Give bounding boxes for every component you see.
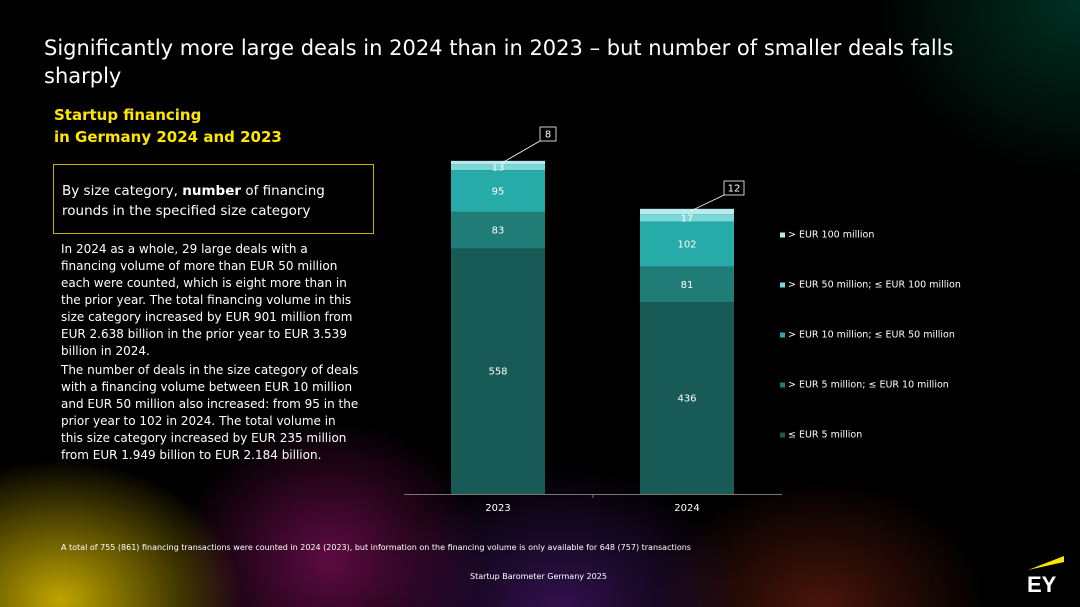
bar-segment-2023-series-5 bbox=[451, 160, 545, 165]
data-label-2023-series-4: 13 bbox=[492, 163, 505, 174]
callout-leader-2023 bbox=[501, 140, 541, 164]
bar-segment-2024-series-1 bbox=[640, 302, 734, 494]
description-text-2: of financing rounds in the specified siz… bbox=[62, 183, 325, 219]
page-title: Significantly more large deals in 2024 t… bbox=[44, 36, 954, 88]
bar-segment-2024-series-5 bbox=[640, 208, 734, 215]
description-box: By size category, number of financing ro… bbox=[53, 164, 374, 234]
callout-label-2023: 8 bbox=[545, 130, 551, 141]
x-tick-label-2024: 2024 bbox=[674, 503, 699, 514]
legend-swatch-series-5 bbox=[780, 232, 785, 238]
legend-swatch-series-1 bbox=[780, 432, 785, 438]
data-label-2024-series-2: 81 bbox=[681, 280, 694, 291]
legend-label-series-4: > EUR 50 million; ≤ EUR 100 million bbox=[788, 280, 961, 291]
paragraph-large-deals: In 2024 as a whole, 29 large deals with … bbox=[61, 242, 353, 358]
callout-box-2023 bbox=[539, 126, 557, 142]
ey-logo-text: EY bbox=[1027, 572, 1057, 596]
callout-box-2024 bbox=[723, 180, 745, 196]
chart-subtitle: Startup financing in Germany 2024 and 20… bbox=[54, 104, 282, 148]
legend-label-series-3: > EUR 10 million; ≤ EUR 50 million bbox=[788, 330, 955, 341]
legend-label-series-5: > EUR 100 million bbox=[788, 230, 874, 241]
subtitle-line-2: in Germany 2024 and 2023 bbox=[54, 128, 282, 146]
description-text-1: By size category, bbox=[62, 183, 183, 199]
ey-logo: EY bbox=[1024, 556, 1068, 600]
ey-logo-beam bbox=[1028, 556, 1064, 570]
paragraph-mid-deals: The number of deals in the size category… bbox=[61, 363, 359, 462]
data-label-2023-series-2: 83 bbox=[492, 226, 505, 237]
description-bold: number bbox=[182, 183, 242, 199]
legend-swatch-series-2 bbox=[780, 382, 785, 388]
ey-logo-mark: EY bbox=[1027, 556, 1064, 597]
legend-label-series-1: ≤ EUR 5 million bbox=[788, 430, 862, 441]
bar-segment-2023-series-2 bbox=[451, 211, 545, 249]
legend-swatch-series-4 bbox=[780, 282, 785, 288]
bar-segment-2024-series-4 bbox=[640, 214, 734, 222]
data-label-2024-series-3: 102 bbox=[677, 240, 696, 251]
bar-segment-2024-series-2 bbox=[640, 266, 734, 303]
footnote: A total of 755 (861) financing transacti… bbox=[61, 543, 691, 552]
legend-swatch-series-3 bbox=[780, 332, 785, 338]
callout-label-2024: 12 bbox=[728, 184, 741, 195]
bar-segment-2023-series-1 bbox=[451, 248, 545, 494]
subtitle-line-1: Startup financing bbox=[54, 106, 202, 124]
source-note: Startup Barometer Germany 2025 bbox=[470, 572, 607, 581]
legend-label-series-2: > EUR 5 million; ≤ EUR 10 million bbox=[788, 380, 949, 391]
bar-segment-2024-series-3 bbox=[640, 221, 734, 267]
bar-segment-2023-series-4 bbox=[451, 164, 545, 171]
data-label-2023-series-1: 558 bbox=[488, 367, 507, 378]
x-tick-label-2023: 2023 bbox=[485, 503, 510, 514]
data-label-2024-series-4: 17 bbox=[681, 213, 694, 224]
callout-leader-2024 bbox=[690, 194, 725, 212]
data-label-2023-series-3: 95 bbox=[492, 186, 505, 197]
data-label-2024-series-1: 436 bbox=[677, 394, 696, 405]
bar-segment-2023-series-3 bbox=[451, 170, 545, 212]
